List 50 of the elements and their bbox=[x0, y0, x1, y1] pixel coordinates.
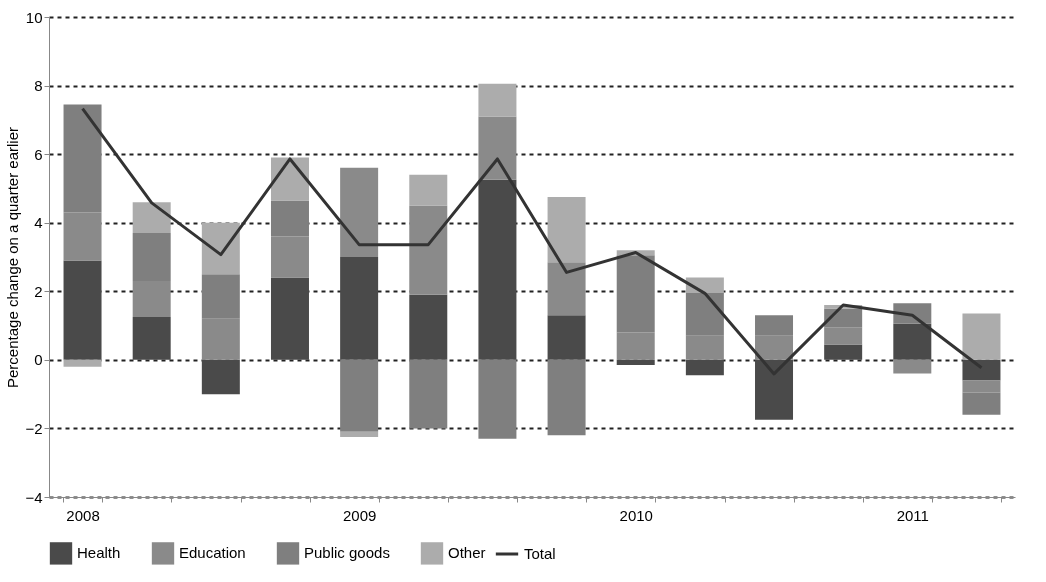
bar bbox=[547, 359, 586, 436]
bar bbox=[270, 277, 309, 360]
bar bbox=[340, 257, 379, 360]
y-tick-label: 0 bbox=[34, 351, 43, 369]
bar bbox=[616, 359, 655, 365]
bar bbox=[547, 262, 586, 316]
bar bbox=[547, 197, 586, 263]
bar bbox=[409, 359, 448, 429]
bar bbox=[824, 344, 863, 360]
bar bbox=[478, 359, 517, 439]
y-tick-label: 2 bbox=[34, 282, 43, 300]
bar bbox=[962, 313, 1001, 360]
bar bbox=[340, 359, 379, 432]
bar bbox=[478, 179, 517, 360]
legend-label: Public goods bbox=[304, 544, 390, 562]
y-tick-label: −4 bbox=[25, 488, 43, 506]
y-tick-label: −2 bbox=[25, 419, 43, 437]
bar bbox=[409, 205, 448, 295]
bar bbox=[340, 167, 379, 257]
bar bbox=[962, 359, 1001, 381]
bar bbox=[409, 294, 448, 360]
bar bbox=[685, 359, 724, 376]
y-tick-label: 8 bbox=[34, 77, 43, 95]
legend-label: Other bbox=[448, 544, 486, 562]
bar bbox=[409, 174, 448, 206]
legend-label: Education bbox=[179, 544, 246, 562]
bar bbox=[893, 359, 932, 374]
bar bbox=[547, 315, 586, 360]
bar bbox=[132, 202, 171, 233]
line-series bbox=[81, 107, 983, 376]
bar bbox=[755, 359, 794, 420]
y-tick-label: 4 bbox=[34, 214, 43, 232]
x-tick-label: 2010 bbox=[619, 506, 653, 524]
y-tick-label: 10 bbox=[25, 8, 43, 26]
x-tick-label: 2009 bbox=[342, 506, 377, 524]
bar bbox=[63, 359, 102, 367]
bar bbox=[201, 222, 240, 275]
legend-label: Health bbox=[77, 544, 121, 562]
bar bbox=[201, 359, 240, 395]
x-tick-label: 2011 bbox=[896, 506, 929, 524]
bar bbox=[340, 431, 379, 437]
bar bbox=[132, 317, 171, 360]
y-axis-title: Percentage change on a quarter earlier bbox=[4, 126, 22, 389]
x-tick-label: 2008 bbox=[66, 506, 100, 524]
bar bbox=[893, 323, 932, 360]
bar bbox=[478, 116, 517, 180]
y-tick-label: 6 bbox=[34, 145, 43, 163]
bar bbox=[63, 260, 102, 360]
legend-label: Total bbox=[524, 545, 556, 562]
bar bbox=[478, 83, 517, 117]
